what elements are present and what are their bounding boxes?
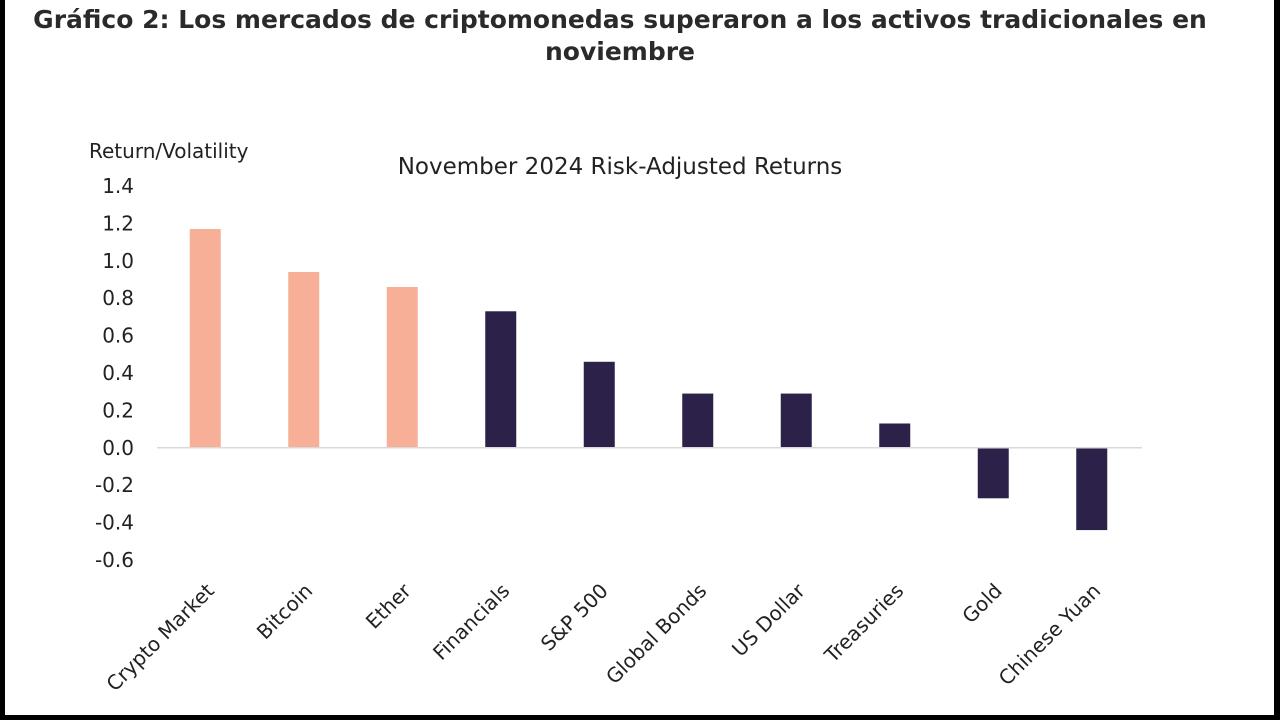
y-tick-label: 0.0 (102, 436, 134, 460)
y-tick-label: 1.0 (102, 249, 134, 273)
figure-heading: Gráfico 2: Los mercados de criptomonedas… (33, 5, 1207, 66)
x-tick-label: S&P 500 (536, 579, 613, 656)
x-tick-label: Crypto Market (101, 578, 218, 695)
y-tick-label: 0.8 (102, 286, 134, 310)
bar-treasuries (879, 423, 911, 448)
chart-title: November 2024 Risk-Adjusted Returns (398, 154, 843, 180)
bar-us-dollar (780, 393, 812, 448)
bar-financials (485, 311, 517, 448)
x-tick-label: US Dollar (727, 578, 810, 661)
y-tick-label: 0.4 (102, 361, 134, 385)
bar-bitcoin (288, 272, 320, 448)
x-tick-label: Global Bonds (601, 579, 711, 689)
x-tick-label: Financials (428, 579, 514, 665)
y-tick-label: -0.6 (95, 548, 134, 572)
y-axis-label: Return/Volatility (89, 139, 249, 163)
y-tick-label: 0.6 (102, 324, 134, 348)
bar-crypto-market (189, 229, 221, 448)
x-tick-label: Gold (957, 579, 1006, 628)
bar-chinese-yuan (1076, 447, 1108, 531)
y-tick-label: 1.2 (102, 211, 134, 235)
y-tick-label: -0.2 (95, 473, 134, 497)
y-tick-label: 0.2 (102, 398, 134, 422)
bar-s-p-500 (583, 361, 615, 448)
x-tick-label: Chinese Yuan (994, 579, 1106, 691)
bar-ether (386, 286, 418, 448)
x-tick-label: Ether (361, 578, 416, 633)
bar-gold (977, 447, 1009, 499)
x-tick-label: Treasuries (819, 579, 908, 668)
y-tick-label: -0.4 (95, 511, 134, 535)
y-tick-label: 1.4 (102, 174, 134, 198)
bar-global-bonds (682, 393, 714, 448)
x-tick-label: Bitcoin (252, 579, 317, 644)
